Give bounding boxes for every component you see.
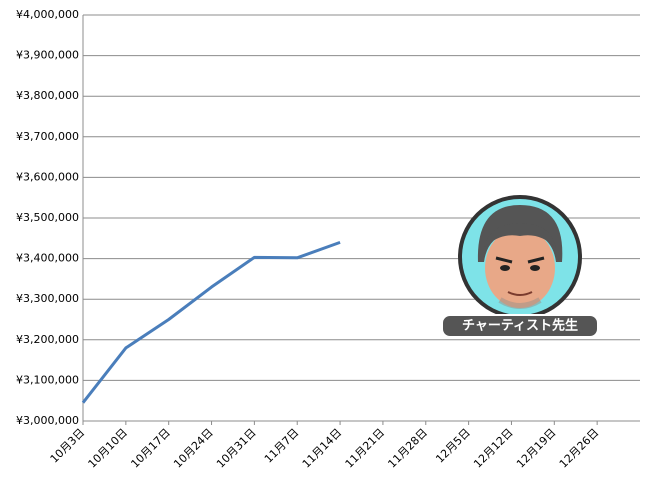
x-tick-label: 10月17日	[128, 426, 173, 471]
y-tick-label: ¥3,100,000	[16, 373, 79, 386]
avatar: チャーティスト先生	[441, 195, 599, 338]
x-tick-label: 12月12日	[471, 426, 516, 471]
x-tick-label: 11月7日	[262, 426, 302, 466]
y-tick-label: ¥3,500,000	[16, 211, 79, 224]
avatar-label: チャーティスト先生	[462, 318, 578, 334]
y-tick-label: ¥3,000,000	[16, 414, 79, 427]
x-tick-label: 12月26日	[557, 426, 602, 471]
y-tick-label: ¥3,200,000	[16, 333, 79, 346]
x-tick-label: 11月28日	[385, 426, 430, 471]
x-tick-label: 10月31日	[214, 426, 259, 471]
x-tick-label: 10月10日	[86, 426, 131, 471]
line-series	[81, 240, 341, 404]
y-tick-label: ¥3,400,000	[16, 252, 79, 265]
x-tick-label: 11月14日	[300, 426, 345, 471]
x-tick-label: 10月3日	[48, 426, 88, 466]
y-tick-label: ¥3,600,000	[16, 170, 79, 183]
y-tick-label: ¥4,000,000	[16, 8, 79, 21]
x-tick-label: 10月24日	[171, 426, 216, 471]
y-tick-label: ¥3,800,000	[16, 89, 79, 102]
y-tick-label: ¥3,300,000	[16, 292, 79, 305]
x-tick-label: 12月5日	[433, 426, 473, 466]
x-tick-label: 12月19日	[514, 426, 559, 471]
y-tick-label: ¥3,700,000	[16, 130, 79, 143]
y-tick-label: ¥3,900,000	[16, 49, 79, 62]
x-tick-label: 11月21日	[343, 426, 388, 471]
